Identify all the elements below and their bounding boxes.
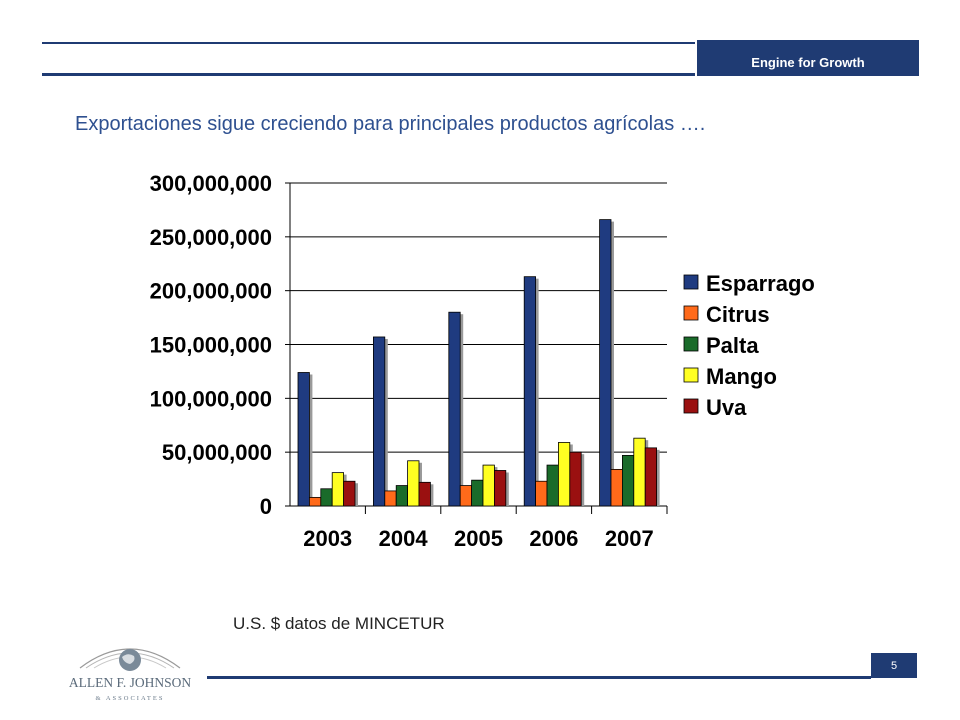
bar [622,454,635,507]
header-rule-bottom [42,73,695,76]
x-tick-label: 2004 [379,526,429,551]
x-tick-label: 2005 [454,526,503,551]
bar [569,451,582,507]
bar [395,485,409,507]
legend-label: Mango [706,364,777,389]
y-tick-label: 0 [260,494,272,519]
bar [471,479,484,507]
x-tick-label: 2006 [529,526,578,551]
section-tag-label: Engine for Growth [751,55,865,70]
bar [384,490,397,507]
legend-label: Uva [706,395,747,420]
bar [482,464,495,507]
y-tick-label: 250,000,000 [150,225,272,250]
logo-name: ALLEN F. JOHNSON [69,675,192,690]
legend-label: Palta [706,333,759,358]
header-rule-top [42,42,695,44]
legend-swatch [683,398,699,414]
bar [633,437,646,507]
bar [448,311,461,507]
bar [459,485,473,507]
bar [331,472,345,507]
legend-label: Esparrago [706,271,815,296]
x-tick-label: 2003 [303,526,352,551]
legend-swatch [683,274,699,290]
bar [418,481,431,507]
bar [610,468,623,507]
section-tag: Engine for Growth [697,40,919,76]
y-tick-label: 200,000,000 [150,279,272,304]
bar [535,480,548,507]
bar [546,464,559,507]
company-logo: ALLEN F. JOHNSON & ASSOCIATES [69,648,192,702]
footer-rule [207,676,871,679]
x-tick-label: 2007 [605,526,654,551]
legend-swatch [683,305,699,321]
y-tick-label: 50,000,000 [162,440,272,465]
page-number: 5 [890,659,898,672]
bar [599,219,612,507]
page-number-box: 5 [871,653,917,678]
bar [372,336,386,507]
bar [493,470,507,507]
bar [644,447,658,507]
bar [407,460,420,507]
legend-swatch [683,367,699,383]
legend-label: Citrus [706,302,770,327]
logo-sub: & ASSOCIATES [96,695,165,702]
bar [523,276,537,507]
slide-title: Exportaciones sigue creciendo para princ… [75,113,706,135]
bar [558,442,571,507]
y-tick-label: 100,000,000 [150,386,272,411]
globe-icon [79,648,181,671]
bar [308,496,322,507]
bar [297,372,310,507]
legend-swatch [683,336,699,352]
bar [343,480,356,507]
bar [320,488,333,507]
source-note: U.S. $ datos de MINCETUR [233,614,445,633]
y-tick-label: 150,000,000 [150,333,272,358]
y-tick-label: 300,000,000 [150,171,272,196]
